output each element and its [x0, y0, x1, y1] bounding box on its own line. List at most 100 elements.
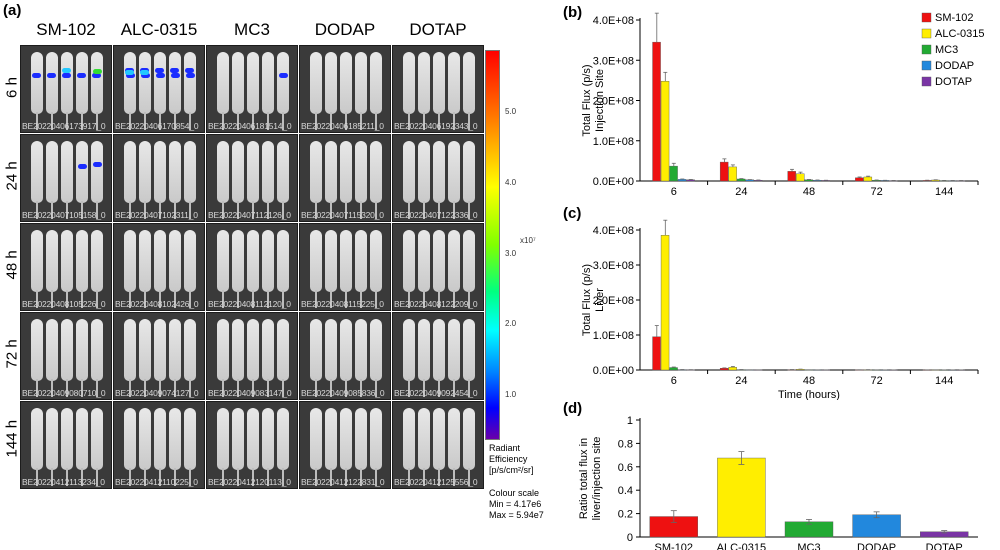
mouse-silhouette: [325, 408, 337, 470]
mouse-image: BE20220408105226_0: [20, 223, 112, 311]
mouse-silhouette: [340, 141, 352, 203]
mouse-silhouette: [91, 52, 103, 114]
mouse-silhouette: [310, 52, 322, 114]
mouse-tail: [222, 290, 224, 308]
mouse-tail: [51, 112, 53, 130]
mouse-silhouette: [232, 141, 244, 203]
y-axis-label: liver/injection site: [591, 437, 603, 521]
x-tick-label: MC3: [797, 542, 820, 550]
mouse-tail: [267, 290, 269, 308]
mouse-silhouette: [403, 408, 415, 470]
y-tick-label: 4.0E+08: [593, 225, 634, 237]
mouse-tail: [129, 379, 131, 397]
mouse-silhouette: [355, 230, 367, 292]
mouse-silhouette: [403, 230, 415, 292]
mouse-tail: [81, 379, 83, 397]
mouse-silhouette: [277, 319, 289, 381]
mouse-tail: [345, 201, 347, 219]
mouse-silhouette: [139, 230, 151, 292]
mouse-tail: [222, 468, 224, 486]
mouse-tail: [252, 290, 254, 308]
mouse-tail: [438, 290, 440, 308]
mouse-tail: [453, 379, 455, 397]
mouse-silhouette: [232, 319, 244, 381]
mouse-silhouette: [91, 319, 103, 381]
mouse-tail: [144, 468, 146, 486]
mouse-tail: [468, 379, 470, 397]
signal-spot: [93, 69, 102, 74]
mouse-image: BE20220412113234_0: [20, 401, 112, 489]
legend-swatch: [921, 76, 932, 87]
y-axis-label: Injection Site: [594, 69, 606, 132]
mouse-silhouette: [91, 141, 103, 203]
mouse-tail: [96, 468, 98, 486]
mouse-silhouette: [355, 141, 367, 203]
mouse-tail: [237, 201, 239, 219]
mouse-image: BE20220412110225_0: [113, 401, 205, 489]
signal-spot: [279, 73, 288, 78]
mouse-silhouette: [463, 408, 475, 470]
image-caption: BE20220406173917_0: [22, 121, 106, 131]
mouse-image: BE20220408102426_0: [113, 223, 205, 311]
mouse-tail: [144, 379, 146, 397]
x-tick-label: 48: [803, 375, 815, 387]
column-header: SM-102: [36, 20, 96, 39]
mouse-tail: [159, 290, 161, 308]
legend-label: SM-102: [935, 12, 974, 24]
legend-label: ALC-0315: [935, 28, 985, 40]
mouse-silhouette: [355, 52, 367, 114]
mouse-tail: [222, 112, 224, 130]
x-tick-label: ALC-0315: [717, 542, 767, 550]
mouse-tail: [36, 290, 38, 308]
mouse-tail: [315, 379, 317, 397]
mouse-image: BE20220409092454_0: [392, 312, 484, 400]
mouse-silhouette: [277, 230, 289, 292]
panel-label-b: (b): [563, 4, 583, 21]
bar-mc3: [804, 179, 813, 182]
image-caption: BE20220407102311_0: [115, 210, 198, 220]
mouse-silhouette: [46, 319, 58, 381]
image-caption: BE20220407115320_0: [301, 210, 384, 220]
mouse-silhouette: [418, 52, 430, 114]
mouse-silhouette: [124, 230, 136, 292]
mouse-silhouette: [154, 408, 166, 470]
x-tick-label: SM-102: [655, 542, 694, 550]
y-tick-label: 0.4: [618, 485, 633, 497]
mouse-silhouette: [340, 408, 352, 470]
image-caption: BE20220412120113_0: [208, 477, 291, 487]
mouse-tail: [330, 379, 332, 397]
mouse-silhouette: [124, 408, 136, 470]
mouse-tail: [408, 468, 410, 486]
signal-spot: [92, 73, 101, 78]
row-header: 72 h: [3, 339, 21, 369]
mouse-tail: [408, 112, 410, 130]
mouse-tail: [375, 112, 377, 130]
mouse-tail: [360, 112, 362, 130]
mouse-tail: [81, 290, 83, 308]
mouse-tail: [453, 201, 455, 219]
mouse-tail: [66, 290, 68, 308]
mouse-silhouette: [247, 230, 259, 292]
signal-spot: [186, 73, 195, 78]
mouse-tail: [159, 201, 161, 219]
bar-alc-0315: [660, 235, 670, 371]
mouse-tail: [189, 112, 191, 130]
signal-spot: [171, 73, 180, 78]
bar-mc3: [669, 367, 678, 371]
mouse-tail: [174, 468, 176, 486]
signal-spot: [62, 68, 71, 73]
mouse-tail: [66, 201, 68, 219]
mouse-silhouette: [262, 52, 274, 114]
bar-sm-102: [652, 336, 661, 371]
mouse-tail: [315, 112, 317, 130]
signal-spot: [93, 162, 102, 167]
mouse-tail: [375, 290, 377, 308]
mouse-tail: [129, 290, 131, 308]
image-caption: BE20220407105158_0: [22, 210, 106, 220]
mouse-tail: [468, 112, 470, 130]
mouse-tail: [222, 379, 224, 397]
mouse-silhouette: [154, 52, 166, 114]
x-tick-label: 72: [870, 186, 882, 198]
mouse-silhouette: [355, 408, 367, 470]
mouse-tail: [468, 290, 470, 308]
